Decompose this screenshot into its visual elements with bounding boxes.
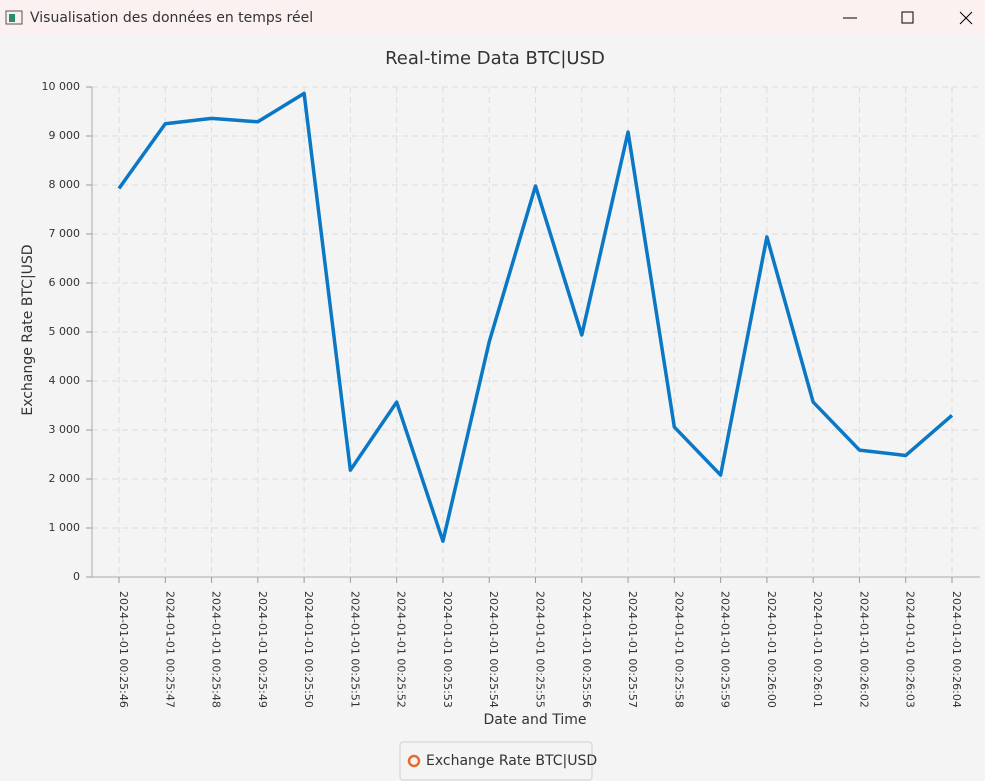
x-tick-label: 2024-01-01 00:26:00 (765, 591, 778, 708)
y-tick-label: 7 000 (49, 227, 81, 240)
x-axis-label: Date and Time (484, 712, 587, 728)
y-tick-label: 6 000 (49, 276, 81, 289)
close-button[interactable] (959, 11, 973, 25)
data-line (117, 91, 954, 543)
app-icon (5, 10, 23, 25)
x-tick-label: 2024-01-01 00:25:58 (672, 591, 685, 708)
x-tick-label: 2024-01-01 00:26:01 (811, 591, 824, 708)
x-tick-label: 2024-01-01 00:26:02 (857, 591, 870, 708)
legend-label: Exchange Rate BTC|USD (426, 753, 597, 769)
y-tick-label: 2 000 (49, 472, 81, 485)
chart-title: Real-time Data BTC|USD (385, 48, 605, 69)
y-tick-label: 5 000 (49, 325, 81, 338)
x-tick-label: 2024-01-01 00:25:47 (163, 591, 176, 708)
legend (399, 741, 593, 781)
x-tick-label: 2024-01-01 00:25:52 (395, 591, 408, 708)
y-tick-label: 8 000 (49, 178, 81, 191)
x-tick-label: 2024-01-01 00:26:04 (950, 591, 963, 708)
x-tick-label: 2024-01-01 00:25:54 (487, 591, 500, 708)
x-tick-label: 2024-01-01 00:25:51 (348, 591, 361, 708)
x-tick-label: 2024-01-01 00:26:03 (904, 591, 917, 708)
x-tick-label: 2024-01-01 00:25:48 (210, 591, 223, 708)
y-tick-label: 0 (73, 570, 80, 583)
legend-marker (407, 754, 421, 768)
x-tick-label: 2024-01-01 00:25:57 (626, 591, 639, 708)
x-tick-label: 2024-01-01 00:25:53 (441, 591, 454, 708)
title-bar (0, 0, 985, 36)
x-tick-label: 2024-01-01 00:25:59 (719, 591, 732, 708)
app-icon-fill (9, 14, 15, 22)
x-tick-label: 2024-01-01 00:25:50 (302, 591, 315, 708)
x-tick-label: 2024-01-01 00:25:46 (117, 591, 130, 708)
x-tick-label: 2024-01-01 00:25:55 (534, 591, 547, 708)
y-tick-label: 4 000 (49, 374, 81, 387)
y-axis-label: Exchange Rate BTC|USD (20, 244, 36, 415)
y-tick-label: 10 000 (42, 80, 81, 93)
y-tick-label: 9 000 (49, 129, 81, 142)
x-tick-label: 2024-01-01 00:25:56 (580, 591, 593, 708)
window-title: Visualisation des données en temps réel (30, 10, 313, 26)
maximize-button[interactable] (901, 11, 914, 24)
y-tick-label: 1 000 (49, 521, 81, 534)
x-tick-label: 2024-01-01 00:25:49 (256, 591, 269, 708)
y-tick-label: 3 000 (49, 423, 81, 436)
